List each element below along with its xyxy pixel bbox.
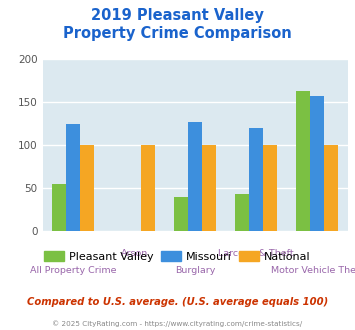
Text: 2019 Pleasant Valley: 2019 Pleasant Valley (91, 8, 264, 23)
Bar (310, 96, 324, 231)
Bar (52, 184, 66, 231)
Bar (296, 91, 310, 231)
Bar (235, 194, 249, 231)
Bar (174, 197, 188, 231)
Text: Burglary: Burglary (175, 266, 215, 275)
Bar (80, 145, 94, 231)
Bar (141, 145, 155, 231)
Text: © 2025 CityRating.com - https://www.cityrating.com/crime-statistics/: © 2025 CityRating.com - https://www.city… (53, 320, 302, 327)
Text: Motor Vehicle Theft: Motor Vehicle Theft (271, 266, 355, 275)
Bar (202, 145, 216, 231)
Text: Arson: Arson (121, 249, 148, 258)
Text: Larceny & Theft: Larceny & Theft (218, 249, 294, 258)
Bar (263, 145, 277, 231)
Text: All Property Crime: All Property Crime (30, 266, 116, 275)
Legend: Pleasant Valley, Missouri, National: Pleasant Valley, Missouri, National (40, 247, 315, 267)
Bar (249, 128, 263, 231)
Text: Compared to U.S. average. (U.S. average equals 100): Compared to U.S. average. (U.S. average … (27, 297, 328, 307)
Bar (66, 124, 80, 231)
Bar (188, 122, 202, 231)
Text: Property Crime Comparison: Property Crime Comparison (63, 26, 292, 41)
Bar (324, 145, 338, 231)
